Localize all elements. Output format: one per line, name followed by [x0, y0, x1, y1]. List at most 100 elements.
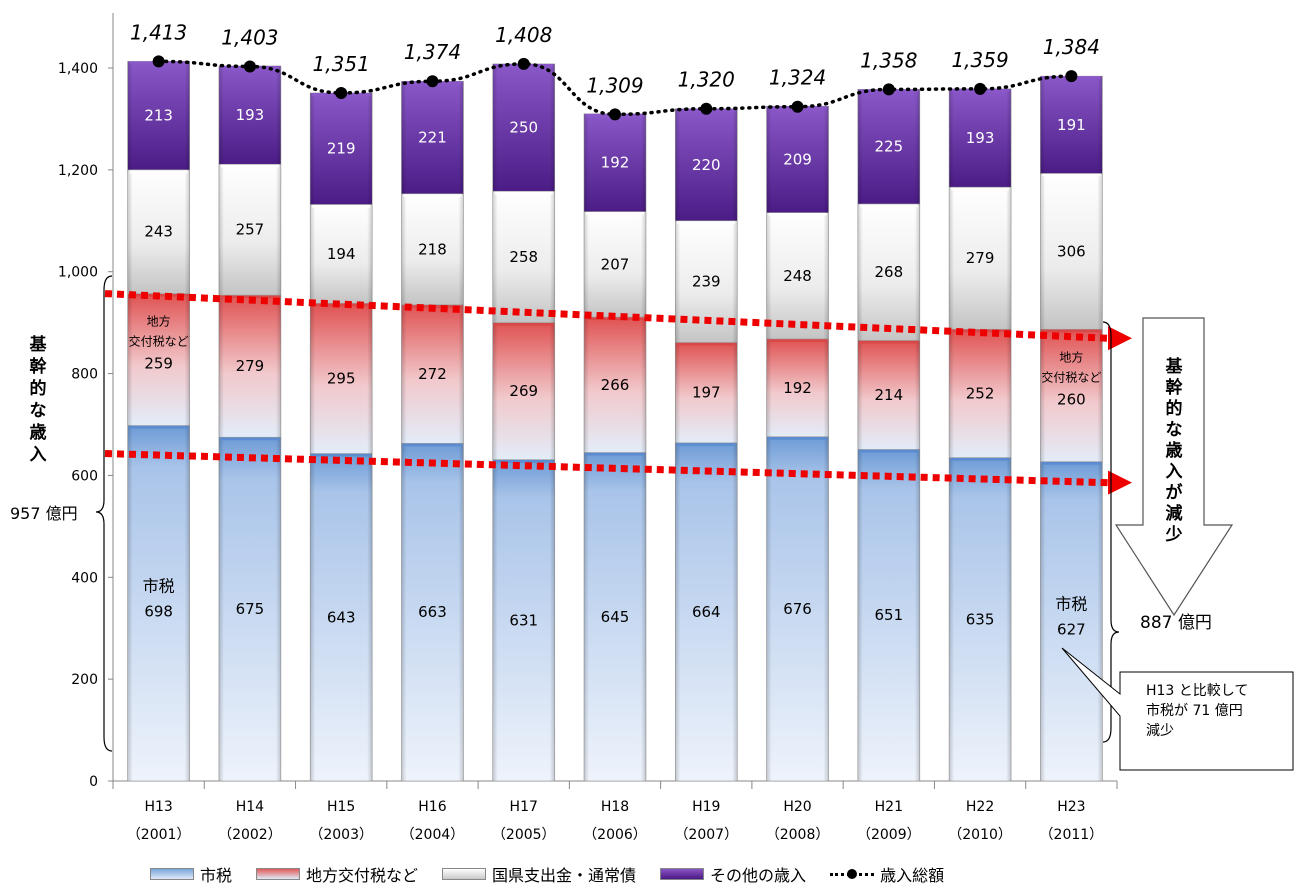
data-label: 663	[418, 603, 447, 621]
legend-label-shizei: 市税	[200, 866, 233, 885]
total-point	[426, 75, 439, 88]
data-label: 239	[692, 273, 721, 291]
data-label: 651	[874, 606, 903, 624]
total-label: 1,408	[495, 23, 552, 47]
data-label: 252	[966, 384, 995, 402]
data-label: 664	[692, 603, 721, 621]
x-tick-label: H20	[783, 799, 811, 815]
bar-segment-edge	[766, 338, 829, 437]
bar-segment-edge	[857, 89, 920, 204]
left-vertical-char: 入	[30, 445, 47, 465]
bar-segment-edge	[1040, 461, 1103, 781]
y-tick-label: 1,400	[58, 61, 98, 77]
bar-segment-edge	[675, 442, 738, 781]
inline-series-label: 交付税など	[129, 334, 189, 349]
data-label: 631	[509, 611, 538, 629]
bar-segment-edge	[584, 211, 646, 318]
bar-segment-cap	[859, 203, 918, 207]
data-label: 221	[418, 129, 447, 147]
right-vertical-char: な	[1166, 420, 1183, 440]
legend-label-total: 歳入総額	[880, 866, 945, 885]
bar-series: 市税698地方交付税など2592432136752792571936432951…	[127, 61, 1103, 782]
bar-segment-edge	[310, 92, 373, 205]
data-label: 260	[1057, 390, 1086, 408]
total-line: 1,413 1,403 1,351 1,374 1,408 1,309 1,320 1,324…	[130, 20, 1100, 121]
right-vertical-char: 基	[1165, 356, 1184, 377]
legend-swatch-kokko	[442, 868, 487, 880]
data-label: 220	[692, 156, 721, 174]
legend-item-other: その他の歳入	[660, 862, 806, 886]
bar-segment-cap	[312, 204, 371, 208]
inline-series-label: 地方	[1059, 349, 1083, 364]
y-tick-label: 1,200	[58, 163, 98, 179]
x-tick-year: （2002）	[218, 827, 282, 843]
bar-segment-edge	[584, 113, 646, 212]
callout-text: H13 と比較して	[1146, 683, 1248, 699]
data-label: 279	[966, 249, 995, 267]
x-tick-year: （2003）	[309, 827, 373, 843]
data-label: 635	[966, 610, 995, 628]
bar-segment-cap	[677, 220, 736, 224]
total-label: 1,320	[678, 68, 735, 92]
data-label: 266	[601, 376, 630, 394]
left-vertical-char: 歳	[30, 422, 47, 443]
data-label: 248	[783, 267, 812, 285]
data-label: 259	[144, 355, 173, 373]
bar-stack: 市税 627 地方交付税など 260 306 191	[1040, 75, 1103, 782]
bar-segment-cap	[586, 452, 644, 456]
legend-label-other: その他の歳入	[710, 866, 807, 885]
data-label: 193	[236, 106, 265, 124]
total-point	[243, 60, 256, 73]
bar-segment-cap	[768, 436, 827, 440]
data-label: 191	[1057, 116, 1086, 134]
total-label: 1,374	[404, 40, 461, 64]
x-tick-year: （2001）	[127, 827, 191, 843]
data-label: 698	[144, 602, 173, 620]
bar-segment-cap	[129, 425, 188, 429]
total-point	[1065, 70, 1078, 83]
bar-segment-cap	[951, 187, 1010, 191]
data-label: 213	[144, 107, 173, 125]
legend-label-kofu: 地方交付税など	[306, 866, 419, 885]
inline-series-label: 市税	[1055, 594, 1087, 613]
bar-segment-edge	[857, 203, 920, 341]
x-tick-label: H22	[966, 799, 994, 815]
total-point	[517, 57, 530, 70]
bar-segment-edge	[675, 108, 738, 221]
right-vertical-char: 入	[1166, 462, 1183, 482]
bar-stack: 645 266 207 192	[583, 113, 647, 782]
left-vertical-char: 基	[29, 334, 48, 355]
bar-segment-edge	[766, 106, 829, 213]
bar-segment-cap	[403, 193, 462, 197]
bar-segment-cap	[312, 453, 371, 457]
bar-segment-cap	[494, 191, 553, 195]
data-label: 269	[509, 382, 538, 400]
right-vertical-char: 減	[1166, 503, 1183, 524]
x-tick-year: （2009）	[857, 827, 921, 843]
right-vertical-char: が	[1166, 482, 1183, 503]
right-brace	[1102, 321, 1120, 743]
data-label: 257	[236, 221, 265, 239]
trend-arrowhead-kikan	[1108, 326, 1132, 351]
x-tick-year: （2005）	[492, 827, 556, 843]
bar-segment-edge	[218, 295, 281, 438]
total-point	[700, 102, 713, 115]
data-label: 258	[509, 248, 538, 266]
bar-segment-edge	[492, 459, 555, 781]
bar-segment-edge	[675, 342, 738, 443]
bar-segment-edge	[949, 88, 1012, 188]
y-tick-label: 1,000	[58, 265, 98, 281]
total-label: 1,358	[860, 48, 917, 72]
left-total-label: 957 億円	[10, 504, 78, 523]
bar-segment-cap	[220, 164, 279, 168]
data-label: 209	[783, 150, 812, 168]
right-vertical-char: 的	[1166, 398, 1183, 419]
bar-segment-edge	[949, 329, 1012, 458]
bar-segment-cap	[768, 212, 827, 216]
y-tick-label: 600	[71, 468, 98, 484]
right-vertical-char: 幹	[1166, 377, 1184, 398]
x-tick-label: H13	[144, 799, 172, 815]
bar-segment-cap	[586, 211, 644, 215]
inline-series-label: 地方	[147, 314, 171, 329]
data-label: 197	[692, 384, 721, 402]
